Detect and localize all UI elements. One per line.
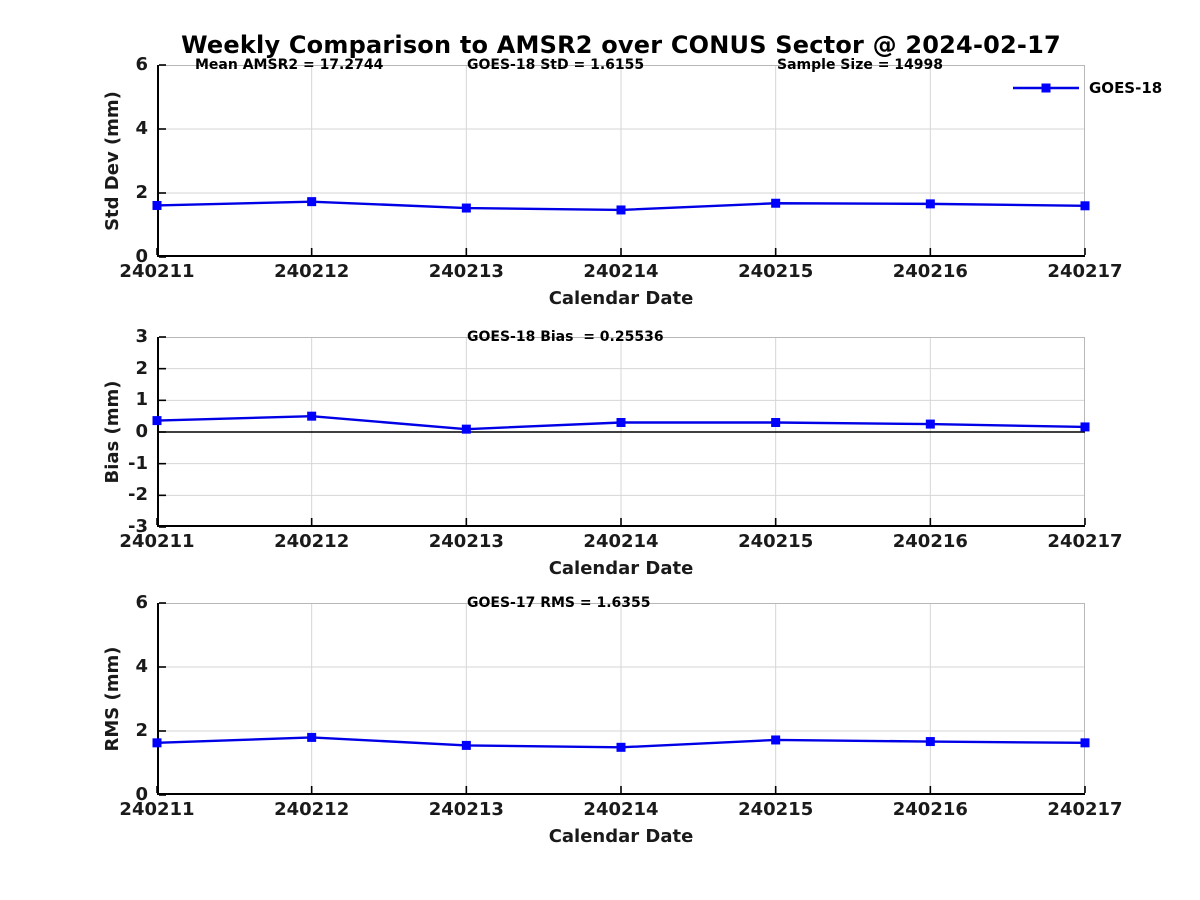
x-tick-label: 240214	[583, 261, 659, 282]
data-point-marker	[771, 418, 781, 427]
x-tick-label: 240214	[583, 531, 659, 552]
y-tick-label: 4	[135, 118, 148, 139]
x-tick-label: 240216	[892, 799, 968, 820]
y-tick-label: 0	[135, 246, 148, 267]
x-tick-label: 240211	[119, 799, 195, 820]
data-point-marker	[925, 737, 935, 747]
data-point-marker	[616, 205, 626, 215]
y-tick-label: -1	[128, 452, 148, 474]
figure-title: Weekly Comparison to AMSR2 over CONUS Se…	[181, 31, 1061, 59]
x-tick-label: 240217	[1047, 799, 1123, 820]
x-tick-label: 240213	[428, 261, 504, 282]
annotation: Sample Size = 14998	[777, 57, 944, 73]
y-axis-label-std-dev: Std Dev (mm)	[102, 91, 123, 231]
legend-line-marker-icon	[1013, 83, 1079, 93]
x-tick-label: 240216	[892, 531, 968, 552]
x-axis-label-calendar-date: Calendar Date	[548, 288, 694, 309]
y-axis-label-rms: RMS (mm)	[102, 646, 123, 752]
x-tick-label: 240217	[1047, 261, 1123, 282]
y-tick-label: 6	[135, 54, 148, 75]
data-point-marker	[152, 416, 162, 426]
data-point-marker	[1080, 422, 1090, 432]
x-tick-label: 240212	[274, 799, 350, 820]
x-tick-label: 240214	[583, 799, 659, 820]
data-point-marker	[461, 740, 471, 750]
data-point-marker	[616, 742, 626, 752]
y-tick-label: 2	[135, 357, 148, 379]
data-point-marker	[1080, 738, 1090, 748]
plot-area-bias	[152, 336, 1090, 528]
x-tick-label: 240211	[119, 261, 195, 282]
y-tick-label: -3	[128, 516, 148, 537]
plot-area-std-dev	[152, 64, 1090, 258]
data-point-marker	[307, 197, 317, 207]
x-tick-label: 240215	[738, 261, 814, 282]
x-tick-label: 240216	[892, 261, 968, 282]
legend-goes18: GOES-18	[1011, 78, 1162, 98]
x-tick-label: 240213	[428, 531, 504, 552]
x-tick-label: 240215	[738, 531, 814, 552]
data-point-marker	[307, 411, 317, 421]
y-tick-label: 4	[135, 656, 148, 677]
data-point-marker	[307, 732, 317, 742]
x-tick-label: 240212	[274, 261, 350, 282]
annotation: GOES-18 StD = 1.6155	[467, 57, 645, 73]
y-tick-label: -2	[128, 484, 148, 506]
x-tick-label: 240215	[738, 799, 814, 820]
y-tick-label: 6	[135, 592, 148, 613]
y-tick-label: 2	[135, 720, 148, 741]
data-point-marker	[616, 418, 626, 427]
y-tick-label: 2	[135, 182, 148, 203]
x-tick-label: 240212	[274, 531, 350, 552]
data-point-marker	[925, 419, 935, 429]
data-point-marker	[152, 738, 162, 748]
y-tick-label: 3	[135, 326, 148, 347]
plot-area-rms	[152, 602, 1090, 796]
x-tick-label: 240211	[119, 531, 195, 552]
x-tick-label: 240213	[428, 799, 504, 820]
data-point-marker	[1080, 201, 1090, 211]
x-axis-label-calendar-date: Calendar Date	[548, 826, 694, 847]
annotation: Mean AMSR2 = 17.2744	[195, 57, 384, 73]
y-tick-label: 1	[135, 389, 148, 411]
x-tick-label: 240217	[1047, 531, 1123, 552]
legend-label: GOES-18	[1089, 79, 1163, 97]
data-point-marker	[461, 424, 471, 434]
data-point-marker	[771, 735, 781, 745]
data-point-marker	[771, 198, 781, 208]
annotation: GOES-17 RMS = 1.6355	[467, 595, 651, 611]
data-point-marker	[461, 203, 471, 213]
y-tick-label: 0	[135, 784, 148, 805]
data-point-marker	[925, 199, 935, 209]
y-tick-label: 0	[135, 421, 148, 442]
x-axis-label-calendar-date: Calendar Date	[548, 558, 694, 579]
annotation: GOES-18 Bias = 0.25536	[467, 329, 664, 345]
data-point-marker	[152, 200, 162, 210]
